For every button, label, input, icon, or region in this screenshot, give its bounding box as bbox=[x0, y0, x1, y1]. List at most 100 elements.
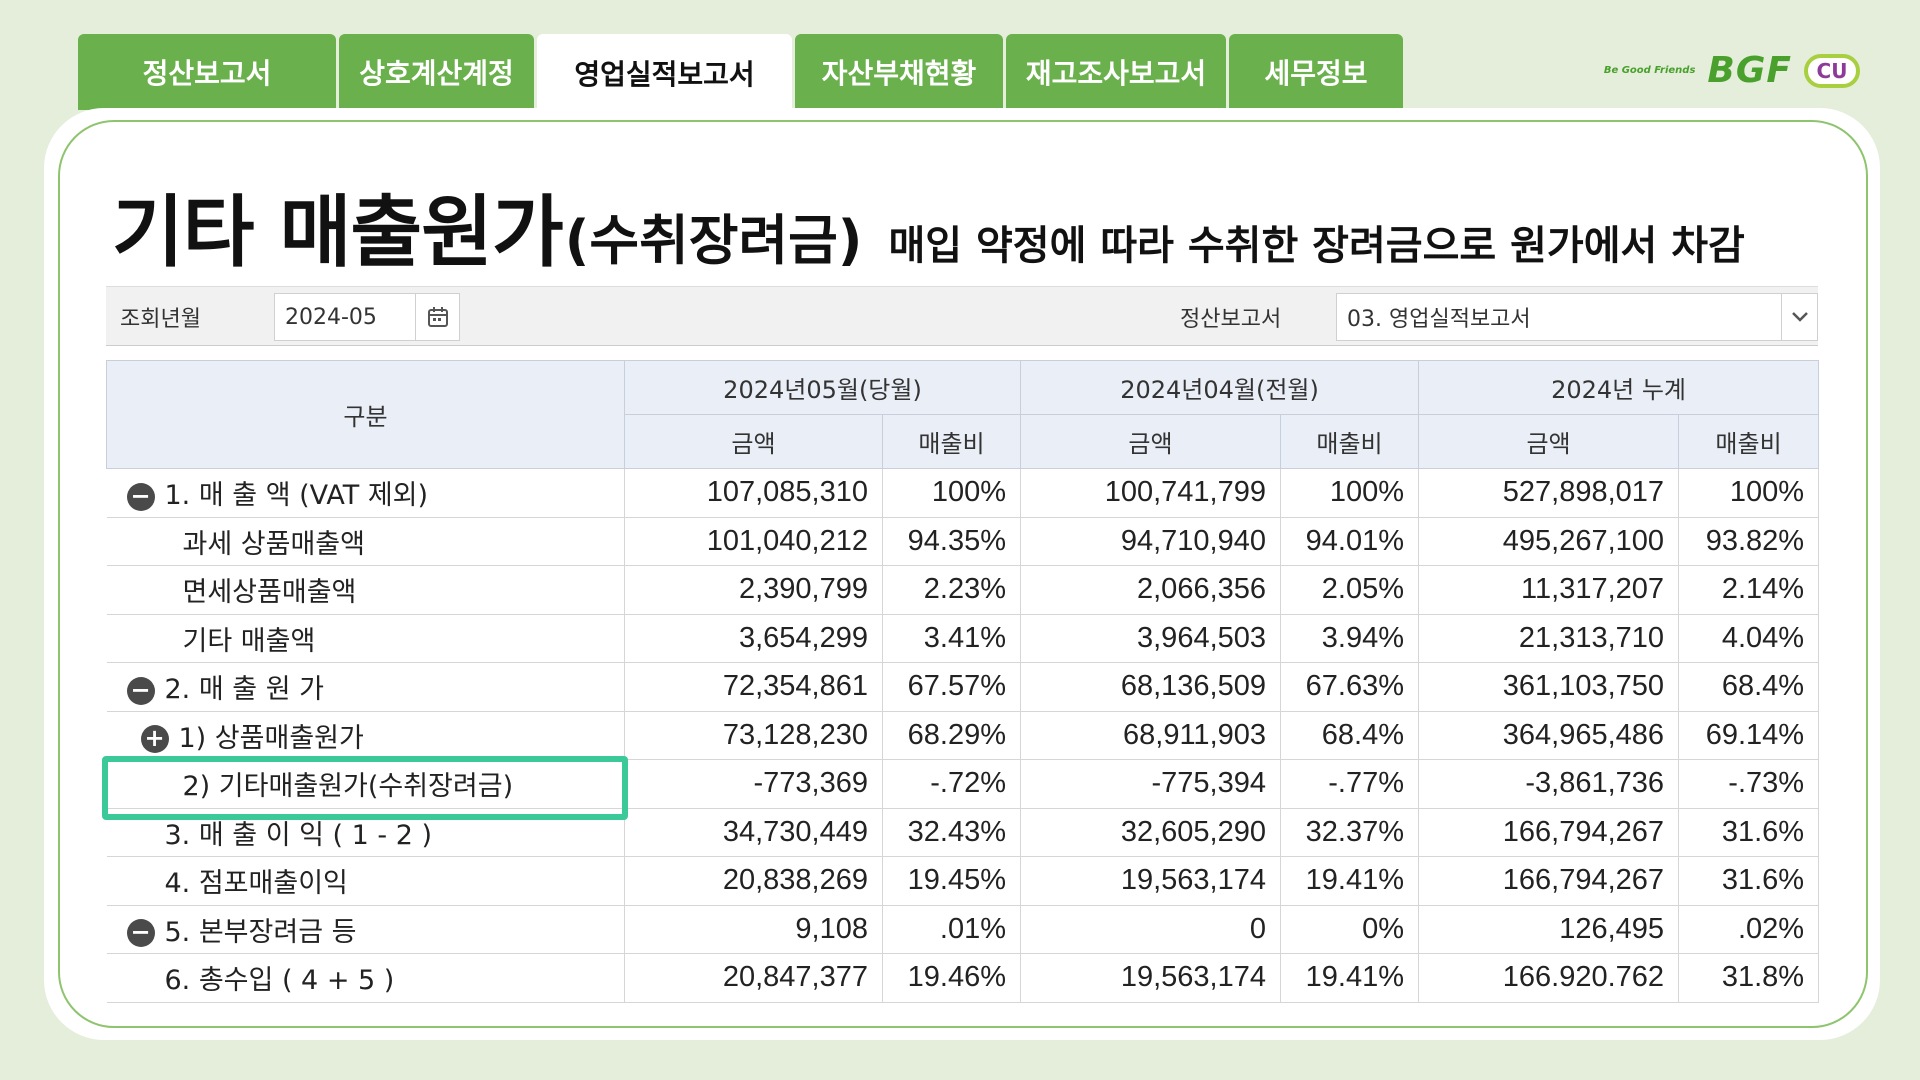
amount-cell: 3,654,299 bbox=[624, 614, 883, 663]
amount-cell: 20,838,269 bbox=[624, 856, 883, 906]
tab-settlement-report[interactable]: 정산보고서 bbox=[78, 34, 336, 110]
ratio-cell: .01% bbox=[882, 905, 1022, 954]
ratio-cell: 2.23% bbox=[882, 565, 1022, 615]
amount-cell: 101,040,212 bbox=[624, 517, 883, 566]
collapse-icon[interactable]: − bbox=[126, 482, 155, 511]
amount-cell: 94,710,940 bbox=[1020, 517, 1282, 566]
amount-cell: 495,267,100 bbox=[1418, 517, 1680, 566]
ratio-cell: 68.4% bbox=[1280, 711, 1420, 760]
ratio-cell: 3.41% bbox=[882, 614, 1022, 663]
header-amount: 금액 bbox=[1418, 414, 1680, 469]
chevron-down-icon[interactable] bbox=[1781, 294, 1817, 340]
row-label-cell: −1. 매 출 액 (VAT 제외) bbox=[106, 468, 625, 518]
ratio-cell: 100% bbox=[1280, 468, 1420, 518]
ratio-cell: 19.41% bbox=[1280, 856, 1420, 906]
row-label-cell: 2) 기타매출원가(수취장려금) bbox=[106, 759, 625, 809]
tab-inventory-report[interactable]: 재고조사보고서 bbox=[1006, 34, 1226, 110]
report-select-value: 03. 영업실적보고서 bbox=[1347, 307, 1531, 332]
collapse-icon[interactable]: − bbox=[126, 676, 155, 705]
ratio-cell: -.77% bbox=[1280, 759, 1420, 809]
ratio-cell: -.72% bbox=[882, 759, 1022, 809]
row-label: 2. 매 출 원 가 bbox=[164, 674, 324, 706]
amount-cell: 126,495 bbox=[1418, 905, 1680, 954]
period-input[interactable]: 2024-05 bbox=[274, 293, 460, 341]
ratio-cell: 100% bbox=[1678, 468, 1820, 518]
header-category: 구분 bbox=[106, 360, 625, 469]
amount-cell: 100,741,799 bbox=[1020, 468, 1282, 518]
header-cumulative: 2024년 누계 bbox=[1418, 360, 1820, 415]
amount-cell: 73,128,230 bbox=[624, 711, 883, 760]
header-ratio: 매출비 bbox=[1678, 414, 1820, 469]
row-label: 면세상품매출액 bbox=[182, 577, 357, 609]
page-title: 기타 매출원가 (수취장려금) 매입 약정에 따라 수취한 장려금으로 원가에서… bbox=[112, 170, 1745, 282]
title-description: 매입 약정에 따라 수취한 장려금으로 원가에서 차감 bbox=[888, 223, 1745, 269]
sales-report-table: 구분 2024년05월(당월) 2024년04월(전월) 2024년 누계 금액… bbox=[106, 360, 1820, 1003]
table-row-sales[interactable]: −1. 매 출 액 (VAT 제외) 107,085,310 100% 100,741… bbox=[106, 468, 1820, 518]
row-label-cell: −5. 본부장려금 등 bbox=[106, 905, 625, 954]
row-label-cell: −2. 매 출 원 가 bbox=[106, 662, 625, 712]
header-previous-month: 2024년04월(전월) bbox=[1020, 360, 1420, 415]
row-label: 기타 매출액 bbox=[182, 625, 316, 657]
amount-cell: 527,898,017 bbox=[1418, 468, 1680, 518]
row-label-cell: 6. 총수입 ( 4 + 5 ) bbox=[106, 953, 625, 1003]
ratio-cell: 4.04% bbox=[1678, 614, 1820, 663]
ratio-cell: 19.46% bbox=[882, 953, 1022, 1003]
amount-cell: 20,847,377 bbox=[624, 953, 883, 1003]
ratio-cell: 67.63% bbox=[1280, 662, 1420, 712]
amount-cell: 21,313,710 bbox=[1418, 614, 1680, 663]
expand-icon[interactable]: + bbox=[140, 725, 169, 754]
row-label-cell: 4. 점포매출이익 bbox=[106, 856, 625, 906]
amount-cell: 0 bbox=[1020, 905, 1282, 954]
amount-cell: 107,085,310 bbox=[624, 468, 883, 518]
tab-asset-liability[interactable]: 자산부채현황 bbox=[795, 34, 1003, 110]
amount-cell: 361,103,750 bbox=[1418, 662, 1680, 712]
period-value: 2024-05 bbox=[285, 304, 377, 330]
table-row-other-cogs[interactable]: 2) 기타매출원가(수취장려금) -773,369 -.72% -775,394 -.7… bbox=[106, 759, 1820, 809]
ratio-cell: 19.41% bbox=[1280, 953, 1420, 1003]
table-row-taxable-sales[interactable]: 과세 상품매출액 101,040,212 94.35% 94,710,940 94.01… bbox=[106, 517, 1820, 566]
table-row-goods-cogs[interactable]: +1) 상품매출원가 73,128,230 68.29% 68,911,903 68.4… bbox=[106, 711, 1820, 760]
tab-mutual-account[interactable]: 상호계산계정 bbox=[339, 34, 534, 110]
table-row-cogs[interactable]: −2. 매 출 원 가 72,354,861 67.57% 68,136,509 67.… bbox=[106, 662, 1820, 712]
amount-cell: 3,964,503 bbox=[1020, 614, 1282, 663]
collapse-icon[interactable]: − bbox=[126, 919, 155, 948]
ratio-cell: -.73% bbox=[1678, 759, 1820, 809]
ratio-cell: 32.37% bbox=[1280, 808, 1420, 857]
ratio-cell: 100% bbox=[882, 468, 1022, 518]
table-row-hq-incentive[interactable]: −5. 본부장려금 등 9,108.01% 0 0% 126,495.02% bbox=[106, 905, 1820, 954]
period-label: 조회년월 bbox=[120, 307, 201, 332]
ratio-cell: .02% bbox=[1678, 905, 1820, 954]
ratio-cell: 68.29% bbox=[882, 711, 1022, 760]
title-main: 기타 매출원가 bbox=[112, 188, 564, 278]
amount-cell: 72,354,861 bbox=[624, 662, 883, 712]
row-label: 5. 본부장려금 등 bbox=[164, 916, 357, 948]
table-row-tax-free-sales[interactable]: 면세상품매출액 2,390,799 2.23% 2,066,356 2.05% 11,31… bbox=[106, 565, 1820, 615]
tab-sales-performance[interactable]: 영업실적보고서 bbox=[537, 34, 792, 112]
header-ratio: 매출비 bbox=[1280, 414, 1420, 469]
ratio-cell: 31.6% bbox=[1678, 856, 1820, 906]
table-header-row: 구분 2024년05월(당월) 2024년04월(전월) 2024년 누계 bbox=[106, 360, 1820, 469]
ratio-cell: 31.6% bbox=[1678, 808, 1820, 857]
amount-cell: 19,563,174 bbox=[1020, 953, 1282, 1003]
table-subheader-row: 금액 매출비 금액 매출비 금액 매출비 bbox=[107, 414, 1820, 469]
ratio-cell: 0% bbox=[1280, 905, 1420, 954]
row-label: 3. 매 출 이 익 ( 1 - 2 ) bbox=[164, 819, 433, 851]
table-row-other-sales[interactable]: 기타 매출액 3,654,299 3.41% 3,964,503 3.94% 21,313… bbox=[106, 614, 1820, 663]
row-label-cell: 기타 매출액 bbox=[106, 614, 625, 663]
table-row-total-income[interactable]: 6. 총수입 ( 4 + 5 ) 20,847,377 19.46% 19,563,1… bbox=[106, 953, 1820, 1003]
report-label: 정산보고서 bbox=[1180, 307, 1282, 332]
title-paren: (수취장려금) bbox=[564, 209, 863, 272]
header-current-month: 2024년05월(당월) bbox=[623, 360, 1022, 415]
tab-tax-info[interactable]: 세무정보 bbox=[1229, 34, 1403, 110]
logo-tagline: Be Good Friends bbox=[1603, 65, 1696, 76]
report-select[interactable]: 03. 영업실적보고서 bbox=[1336, 293, 1818, 341]
report-tabs: 정산보고서 상호계산계정 영업실적보고서 자산부채현황 재고조사보고서 세무정보 bbox=[78, 34, 1406, 112]
ratio-cell: 67.57% bbox=[882, 662, 1022, 712]
ratio-cell: 19.45% bbox=[882, 856, 1022, 906]
amount-cell: 19,563,174 bbox=[1020, 856, 1282, 906]
table-row-store-profit[interactable]: 4. 점포매출이익 20,838,269 19.45% 19,563,174 19.41… bbox=[106, 856, 1820, 906]
header-ratio: 매출비 bbox=[881, 414, 1022, 469]
ratio-cell: 32.43% bbox=[882, 808, 1022, 857]
amount-cell: 68,136,509 bbox=[1020, 662, 1282, 712]
calendar-icon[interactable] bbox=[415, 294, 459, 340]
